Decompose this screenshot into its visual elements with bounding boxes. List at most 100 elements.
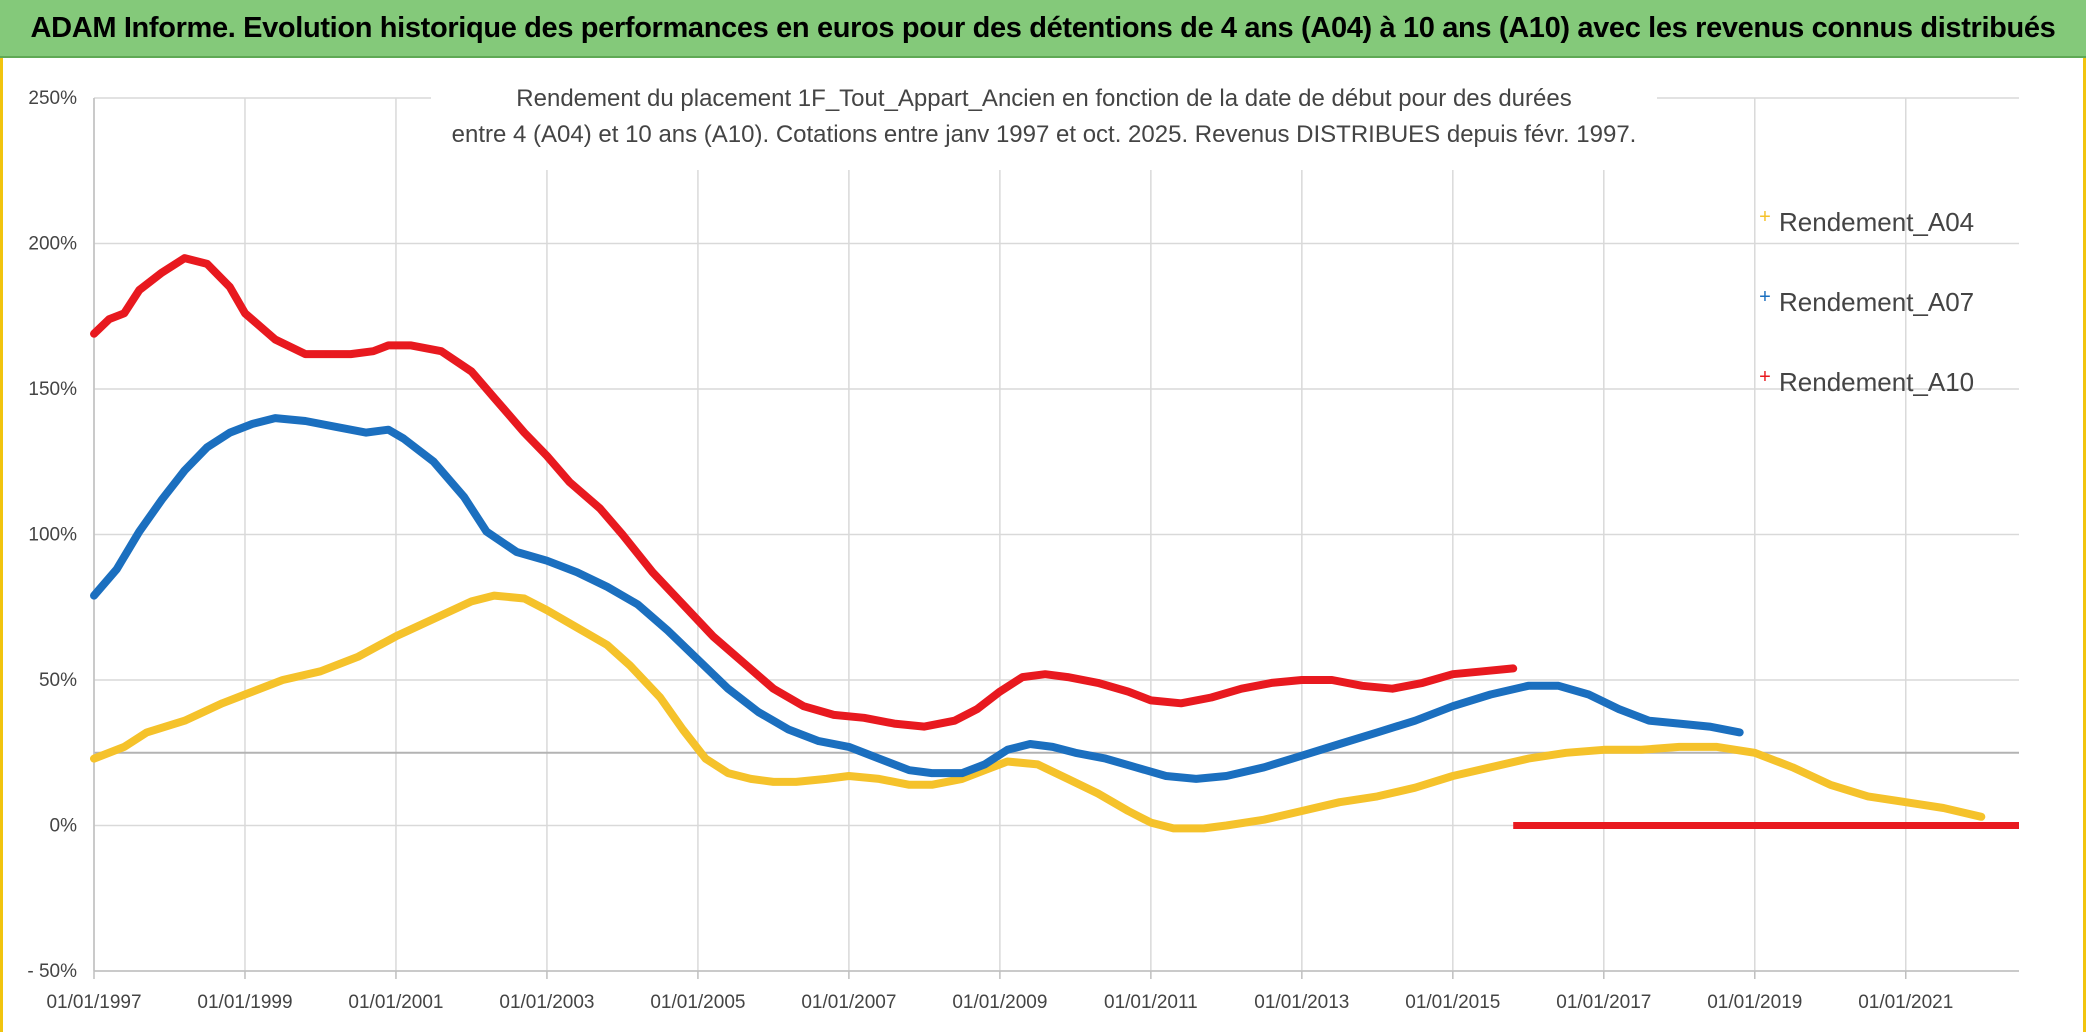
data-point-rendement-a07 bbox=[981, 761, 988, 768]
data-point-rendement-a07 bbox=[725, 685, 732, 692]
data-point-rendement-a07 bbox=[1706, 723, 1713, 730]
data-point-rendement-a07 bbox=[249, 420, 256, 427]
data-point-rendement-a10 bbox=[543, 452, 550, 459]
data-point-rendement-a07 bbox=[430, 458, 437, 465]
data-point-rendement-a04 bbox=[1978, 813, 1985, 820]
data-point-rendement-a04 bbox=[468, 598, 475, 605]
x-tick-label: 01/01/2015 bbox=[1405, 992, 1500, 1013]
x-tick-label: 01/01/2017 bbox=[1556, 992, 1651, 1013]
data-point-rendement-a10 bbox=[181, 255, 188, 262]
data-point-rendement-a10 bbox=[204, 260, 211, 267]
axis-layer: 250% 200% 150% 100% 50% 0% - 50% 01/01/1997 01/0… bbox=[27, 88, 2019, 1013]
data-point-rendement-a04 bbox=[876, 775, 883, 782]
y-tick-label: 0% bbox=[50, 816, 78, 837]
data-point-rendement-a07 bbox=[1374, 729, 1381, 736]
data-point-rendement-a04 bbox=[823, 775, 830, 782]
data-point-rendement-a10 bbox=[566, 479, 573, 486]
x-tick-label: 01/01/2001 bbox=[348, 992, 443, 1013]
data-point-rendement-a04 bbox=[1034, 761, 1041, 768]
data-point-rendement-a10 bbox=[370, 348, 377, 355]
legend-marker-rendement-a07: + bbox=[1759, 286, 1771, 308]
x-tick-label: 01/01/1999 bbox=[197, 992, 292, 1013]
x-tick-label: 01/01/2003 bbox=[499, 992, 594, 1013]
x-tick-label: 01/01/2011 bbox=[1104, 992, 1198, 1013]
data-point-rendement-a10 bbox=[1019, 674, 1026, 681]
data-point-rendement-a10 bbox=[800, 703, 807, 710]
data-point-rendement-a10 bbox=[1389, 685, 1396, 692]
data-point-rendement-a07 bbox=[1049, 743, 1056, 750]
data-point-rendement-a07 bbox=[876, 755, 883, 762]
subtitle-backdrop bbox=[431, 80, 1657, 170]
data-point-rendement-a04 bbox=[1336, 799, 1343, 806]
data-point-rendement-a04 bbox=[1412, 784, 1419, 791]
x-tick-label: 01/01/2021 bbox=[1858, 992, 1953, 1013]
data-point-rendement-a07 bbox=[385, 426, 392, 433]
data-point-rendement-a04 bbox=[1789, 764, 1796, 771]
data-point-rendement-a04 bbox=[430, 615, 437, 622]
data-point-rendement-a04 bbox=[1298, 807, 1305, 814]
data-point-rendement-a04 bbox=[679, 726, 686, 733]
data-point-rendement-a04 bbox=[1487, 764, 1494, 771]
legend-label-rendement-a07: Rendement_A07 bbox=[1779, 287, 1974, 317]
data-point-rendement-a07 bbox=[113, 566, 120, 573]
data-point-rendement-a04 bbox=[143, 729, 150, 736]
data-point-rendement-a10 bbox=[136, 287, 143, 294]
data-point-rendement-a10 bbox=[106, 316, 113, 323]
data-point-rendement-a04 bbox=[959, 775, 966, 782]
data-point-rendement-a10 bbox=[347, 351, 354, 358]
data-point-rendement-a04 bbox=[1940, 805, 1947, 812]
data-point-rendement-a04 bbox=[1714, 743, 1721, 750]
data-point-rendement-a10 bbox=[710, 633, 717, 640]
data-point-rendement-a10 bbox=[408, 342, 415, 349]
data-point-rendement-a07 bbox=[1027, 741, 1034, 748]
data-point-rendement-a07 bbox=[1223, 773, 1230, 780]
data-point-rendement-a07 bbox=[332, 423, 339, 430]
data-point-rendement-a10 bbox=[1178, 700, 1185, 707]
data-point-rendement-a04 bbox=[219, 700, 226, 707]
data-point-rendement-a10 bbox=[121, 310, 128, 317]
data-point-rendement-a10 bbox=[649, 569, 656, 576]
data-point-rendement-a04 bbox=[1095, 790, 1102, 797]
data-point-rendement-a07 bbox=[204, 444, 211, 451]
data-point-rendement-a04 bbox=[1865, 793, 1872, 800]
data-point-rendement-a07 bbox=[928, 770, 935, 777]
data-point-rendement-a07 bbox=[158, 496, 165, 503]
data-point-rendement-a10 bbox=[91, 330, 97, 337]
data-point-rendement-a07 bbox=[1004, 746, 1011, 753]
legend-label-rendement-a04: Rendement_A04 bbox=[1779, 207, 1974, 237]
legend-marker-rendement-a04: + bbox=[1759, 206, 1771, 228]
data-point-rendement-a04 bbox=[845, 773, 852, 780]
data-point-rendement-a04 bbox=[241, 691, 248, 698]
data-point-rendement-a10 bbox=[1480, 668, 1487, 675]
data-point-rendement-a10 bbox=[158, 269, 165, 276]
data-point-rendement-a07 bbox=[574, 569, 581, 576]
data-point-rendement-a04 bbox=[1223, 822, 1230, 829]
data-point-rendement-a07 bbox=[906, 767, 913, 774]
data-point-rendement-a04 bbox=[928, 781, 935, 788]
chart-subtitle-line-1: Rendement du placement 1F_Tout_Appart_An… bbox=[516, 85, 1571, 112]
data-point-rendement-a04 bbox=[1374, 793, 1381, 800]
data-point-rendement-a10 bbox=[679, 601, 686, 608]
grid-layer bbox=[93, 97, 2019, 972]
data-point-rendement-a07 bbox=[815, 738, 822, 745]
data-point-rendement-a10 bbox=[1329, 677, 1336, 683]
data-point-rendement-a10 bbox=[996, 688, 1003, 695]
data-point-rendement-a07 bbox=[1487, 691, 1494, 698]
series-line-rendement-a10 bbox=[90, 254, 1518, 731]
data-point-rendement-a04 bbox=[317, 668, 324, 675]
data-point-rendement-a10 bbox=[1095, 679, 1102, 686]
data-point-rendement-a04 bbox=[1638, 746, 1645, 753]
data-point-rendement-a04 bbox=[1125, 807, 1132, 814]
data-point-rendement-a07 bbox=[302, 418, 309, 425]
data-point-rendement-a04 bbox=[1563, 749, 1570, 756]
data-point-rendement-a04 bbox=[521, 595, 528, 602]
data-point-rendement-a04 bbox=[1449, 773, 1456, 780]
data-point-rendement-a10 bbox=[241, 310, 248, 317]
series-layer bbox=[90, 254, 2019, 833]
data-point-rendement-a07 bbox=[604, 583, 611, 590]
data-point-rendement-a10 bbox=[1208, 694, 1215, 701]
legend-label-rendement-a10: Rendement_A10 bbox=[1779, 367, 1974, 397]
y-tick-label: 250% bbox=[28, 88, 77, 109]
data-point-rendement-a07 bbox=[1132, 764, 1139, 771]
data-point-rendement-a10 bbox=[491, 394, 498, 401]
